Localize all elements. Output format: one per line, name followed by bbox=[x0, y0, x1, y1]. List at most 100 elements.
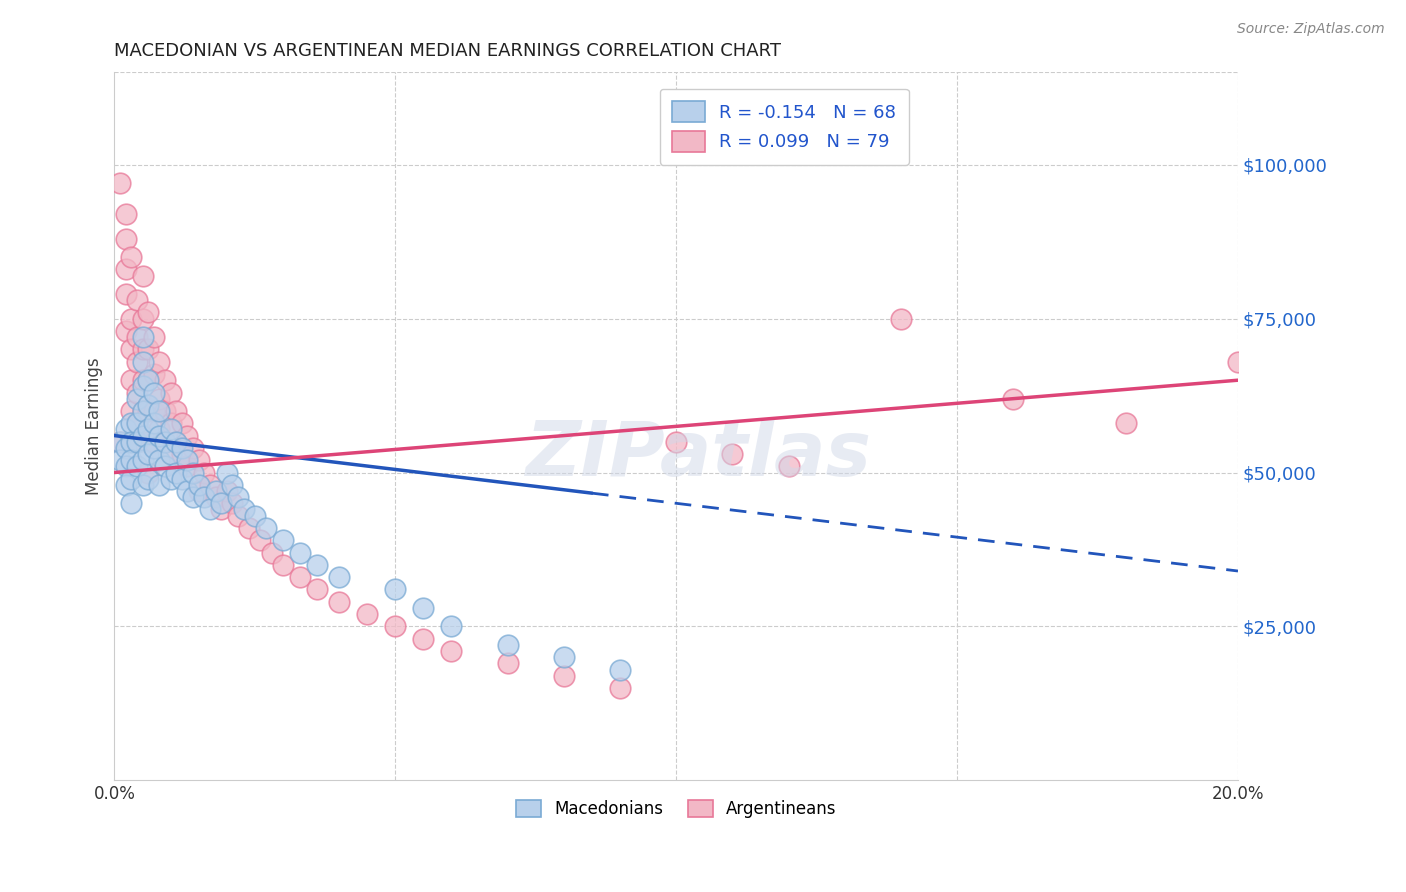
Point bbox=[193, 490, 215, 504]
Point bbox=[114, 459, 136, 474]
Point bbox=[136, 404, 159, 418]
Point bbox=[142, 330, 165, 344]
Point bbox=[114, 324, 136, 338]
Point bbox=[125, 417, 148, 431]
Point bbox=[120, 311, 142, 326]
Point bbox=[159, 472, 181, 486]
Point bbox=[553, 668, 575, 682]
Point bbox=[153, 373, 176, 387]
Point bbox=[114, 478, 136, 492]
Point bbox=[176, 453, 198, 467]
Point bbox=[305, 582, 328, 597]
Point bbox=[412, 601, 434, 615]
Point bbox=[209, 496, 232, 510]
Point bbox=[142, 385, 165, 400]
Point bbox=[120, 434, 142, 449]
Point bbox=[271, 558, 294, 572]
Point bbox=[114, 207, 136, 221]
Point bbox=[181, 466, 204, 480]
Point bbox=[221, 478, 243, 492]
Point bbox=[131, 330, 153, 344]
Point bbox=[153, 459, 176, 474]
Point bbox=[271, 533, 294, 548]
Point bbox=[356, 607, 378, 621]
Point bbox=[153, 404, 176, 418]
Point bbox=[136, 373, 159, 387]
Y-axis label: Median Earnings: Median Earnings bbox=[86, 358, 103, 495]
Point bbox=[215, 466, 238, 480]
Point bbox=[221, 496, 243, 510]
Point bbox=[412, 632, 434, 646]
Point bbox=[125, 459, 148, 474]
Point bbox=[125, 434, 148, 449]
Point bbox=[778, 459, 800, 474]
Point bbox=[131, 311, 153, 326]
Point bbox=[125, 355, 148, 369]
Point bbox=[136, 472, 159, 486]
Point bbox=[204, 490, 226, 504]
Point bbox=[142, 417, 165, 431]
Point bbox=[553, 650, 575, 665]
Point bbox=[131, 453, 153, 467]
Point bbox=[170, 417, 193, 431]
Point bbox=[170, 447, 193, 461]
Point bbox=[120, 250, 142, 264]
Point bbox=[226, 508, 249, 523]
Point bbox=[187, 483, 209, 498]
Point bbox=[159, 447, 181, 461]
Point bbox=[108, 453, 131, 467]
Point bbox=[114, 232, 136, 246]
Point bbox=[1002, 392, 1025, 406]
Point bbox=[496, 638, 519, 652]
Text: MACEDONIAN VS ARGENTINEAN MEDIAN EARNINGS CORRELATION CHART: MACEDONIAN VS ARGENTINEAN MEDIAN EARNING… bbox=[114, 42, 782, 60]
Point bbox=[260, 545, 283, 559]
Point bbox=[159, 422, 181, 436]
Point bbox=[215, 483, 238, 498]
Point bbox=[226, 490, 249, 504]
Point bbox=[136, 343, 159, 357]
Text: Source: ZipAtlas.com: Source: ZipAtlas.com bbox=[1237, 22, 1385, 37]
Point bbox=[181, 441, 204, 455]
Point bbox=[131, 373, 153, 387]
Legend: Macedonians, Argentineans: Macedonians, Argentineans bbox=[509, 794, 844, 825]
Point bbox=[187, 453, 209, 467]
Point bbox=[120, 373, 142, 387]
Point bbox=[187, 478, 209, 492]
Point bbox=[254, 521, 277, 535]
Point bbox=[136, 305, 159, 319]
Point bbox=[176, 428, 198, 442]
Point bbox=[170, 472, 193, 486]
Point bbox=[131, 478, 153, 492]
Point bbox=[120, 453, 142, 467]
Point bbox=[114, 441, 136, 455]
Point bbox=[204, 483, 226, 498]
Point bbox=[609, 681, 631, 695]
Point bbox=[114, 287, 136, 301]
Point bbox=[125, 392, 148, 406]
Point bbox=[108, 434, 131, 449]
Point bbox=[148, 355, 170, 369]
Point bbox=[131, 268, 153, 283]
Point bbox=[125, 417, 148, 431]
Point bbox=[148, 422, 170, 436]
Point bbox=[148, 428, 170, 442]
Point bbox=[198, 478, 221, 492]
Point bbox=[165, 434, 187, 449]
Point bbox=[153, 434, 176, 449]
Point bbox=[170, 441, 193, 455]
Point bbox=[131, 355, 153, 369]
Point bbox=[288, 570, 311, 584]
Point bbox=[148, 392, 170, 406]
Point bbox=[136, 422, 159, 436]
Point bbox=[120, 496, 142, 510]
Point bbox=[120, 417, 142, 431]
Point bbox=[328, 570, 350, 584]
Point bbox=[249, 533, 271, 548]
Point bbox=[131, 343, 153, 357]
Point bbox=[243, 508, 266, 523]
Point bbox=[721, 447, 744, 461]
Point bbox=[440, 644, 463, 658]
Point bbox=[142, 441, 165, 455]
Point bbox=[125, 385, 148, 400]
Point bbox=[384, 582, 406, 597]
